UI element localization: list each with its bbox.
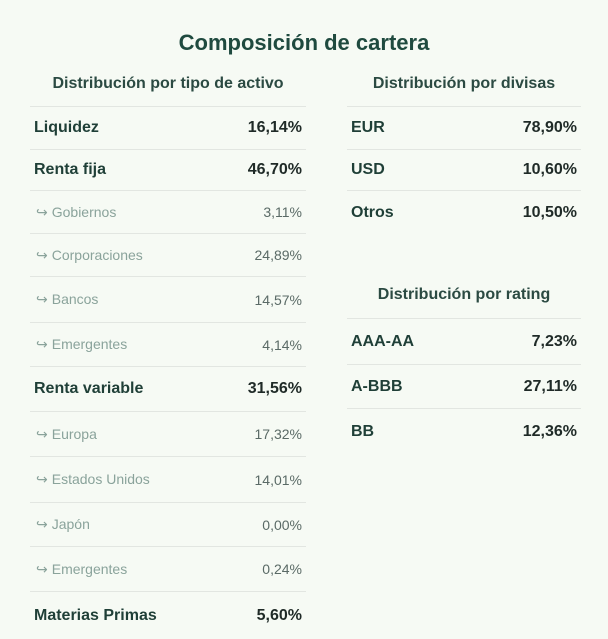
row-value: 16,14% bbox=[247, 119, 302, 136]
row-value: 10,50% bbox=[522, 203, 577, 221]
sub-arrow-icon: ↪ bbox=[36, 516, 48, 532]
row-value: 17,32% bbox=[254, 426, 302, 442]
row-label-text: Gobiernos bbox=[51, 203, 117, 220]
asset-table: Liquidez 16,14% Renta fija 46,70% ↪ Gobiernos… bbox=[30, 106, 306, 639]
row-label: ↪ Corporaciones bbox=[34, 247, 143, 264]
table-row: ↪ Estados Unidos 14,01% bbox=[30, 457, 306, 503]
row-value: 3,11% bbox=[263, 204, 302, 220]
row-label-text: Bancos bbox=[51, 291, 99, 307]
row-value: 14,01% bbox=[254, 471, 302, 488]
row-label: A-BBB bbox=[351, 378, 403, 396]
row-label: AAA-AA bbox=[351, 333, 414, 351]
row-label-text: EUR bbox=[351, 119, 385, 136]
currency-table: EUR 78,90% USD 10,60% Otros 10,50% bbox=[347, 106, 581, 234]
table-row: BB 12,36% bbox=[347, 409, 581, 454]
row-label-text: BB bbox=[351, 422, 375, 440]
row-label-text: AAA-AA bbox=[351, 332, 415, 350]
sub-arrow-icon: ↪ bbox=[36, 425, 48, 442]
row-label-text: Renta fija bbox=[34, 161, 107, 178]
row-label: Renta variable bbox=[34, 380, 143, 398]
row-value: 31,56% bbox=[247, 380, 302, 397]
sub-arrow-icon: ↪ bbox=[36, 471, 48, 487]
row-label-text: Corporaciones bbox=[51, 246, 143, 263]
row-value: 7,23% bbox=[531, 332, 577, 350]
row-label: Liquidez bbox=[34, 119, 99, 137]
rating-table: AAA-AA 7,23% A-BBB 27,11% BB 12,36% bbox=[347, 318, 581, 454]
row-value: 27,11% bbox=[523, 377, 577, 395]
row-label: USD bbox=[351, 161, 385, 179]
table-row: Renta fija 46,70% bbox=[30, 150, 306, 191]
row-label: ↪ Bancos bbox=[34, 291, 98, 308]
row-value: 78,90% bbox=[522, 119, 577, 136]
table-row: ↪ Europa 17,32% bbox=[30, 412, 306, 457]
row-label-text: Europa bbox=[51, 425, 97, 442]
row-label: ↪ Estados Unidos bbox=[34, 471, 150, 488]
table-row: Otros 10,50% bbox=[347, 191, 581, 234]
row-label: Renta fija bbox=[34, 161, 106, 179]
row-value: 0,00% bbox=[262, 516, 302, 533]
sub-arrow-icon: ↪ bbox=[36, 246, 48, 263]
row-label-text: Emergentes bbox=[51, 560, 128, 577]
row-label: EUR bbox=[351, 119, 385, 137]
row-label-text: A-BBB bbox=[351, 377, 403, 395]
table-row: Materias Primas 5,60% bbox=[30, 592, 306, 639]
row-value: 10,60% bbox=[522, 161, 577, 178]
row-label-text: Liquidez bbox=[34, 119, 99, 136]
page-title: Composición de cartera bbox=[178, 30, 430, 55]
row-value: 5,60% bbox=[256, 606, 302, 624]
table-row: ↪ Emergentes 4,14% bbox=[30, 323, 306, 367]
row-value: 14,57% bbox=[254, 291, 302, 308]
sub-arrow-icon: ↪ bbox=[36, 336, 48, 352]
row-value: 12,36% bbox=[522, 422, 577, 440]
asset-section-heading: Distribución por tipo de activo bbox=[52, 75, 284, 92]
row-label-text: Renta variable bbox=[34, 380, 144, 397]
table-row: ↪ Bancos 14,57% bbox=[30, 277, 306, 323]
rating-section-heading: Distribución por rating bbox=[377, 286, 551, 303]
sub-arrow-icon: ↪ bbox=[36, 203, 48, 220]
row-label: ↪ Emergentes bbox=[34, 336, 127, 353]
row-label: ↪ Gobiernos bbox=[34, 204, 116, 221]
table-row: USD 10,60% bbox=[347, 150, 581, 191]
row-label: Materias Primas bbox=[34, 607, 157, 625]
row-label-text: USD bbox=[351, 161, 385, 178]
row-label: BB bbox=[351, 423, 374, 441]
table-row: ↪ Corporaciones 24,89% bbox=[30, 234, 306, 277]
row-label-text: Estados Unidos bbox=[51, 471, 150, 487]
table-row: ↪ Gobiernos 3,11% bbox=[30, 191, 306, 234]
row-label-text: Materias Primas bbox=[34, 606, 157, 624]
table-row: ↪ Japón 0,00% bbox=[30, 503, 306, 547]
table-row: AAA-AA 7,23% bbox=[347, 319, 581, 365]
row-value: 24,89% bbox=[254, 247, 302, 263]
table-row: Renta variable 31,56% bbox=[30, 367, 306, 412]
row-label-text: Emergentes bbox=[51, 336, 128, 352]
row-value: 4,14% bbox=[262, 336, 302, 353]
row-label-text: Japón bbox=[51, 516, 90, 532]
row-label: Otros bbox=[351, 204, 394, 222]
sub-arrow-icon: ↪ bbox=[36, 560, 48, 577]
table-row: A-BBB 27,11% bbox=[347, 365, 581, 409]
sub-arrow-icon: ↪ bbox=[36, 291, 48, 307]
row-value: 46,70% bbox=[247, 161, 302, 178]
table-row: EUR 78,90% bbox=[347, 107, 581, 150]
row-label: ↪ Emergentes bbox=[34, 561, 127, 578]
currency-section-heading: Distribución por divisas bbox=[372, 75, 556, 92]
row-value: 0,24% bbox=[262, 561, 302, 577]
row-label: ↪ Japón bbox=[34, 516, 90, 533]
table-row: ↪ Emergentes 0,24% bbox=[30, 547, 306, 592]
row-label: ↪ Europa bbox=[34, 426, 97, 443]
table-row: Liquidez 16,14% bbox=[30, 107, 306, 150]
row-label-text: Otros bbox=[351, 203, 394, 221]
